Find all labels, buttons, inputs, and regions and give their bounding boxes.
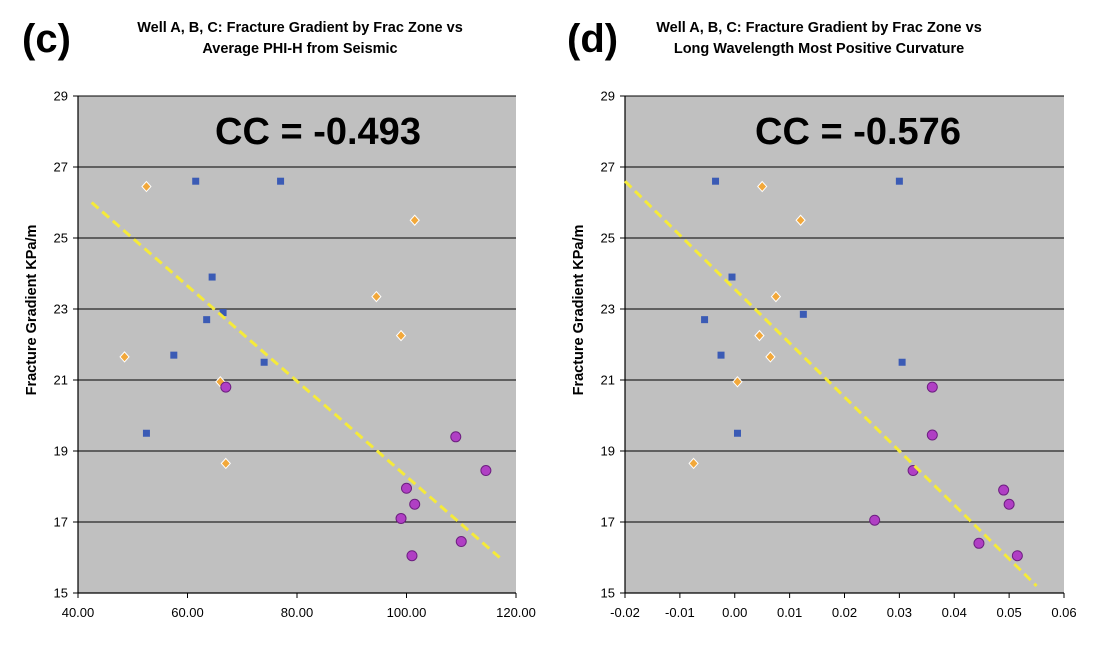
- x-tick-label: 40.00: [62, 605, 95, 620]
- plot-area-d: 15 17 19 21 23 25 27 29 -0.02 -0.01 0.00 0.01 0.02 0.…: [601, 89, 1077, 621]
- y-tick-label: 15: [54, 586, 68, 601]
- y-tick-label: 17: [54, 515, 68, 530]
- data-point-square: [192, 177, 200, 185]
- y-tick-label: 21: [601, 373, 615, 388]
- y-tick-label: 19: [54, 444, 68, 459]
- y-tick-label: 25: [601, 231, 615, 246]
- data-point-square: [170, 351, 178, 359]
- y-tick-label: 15: [601, 586, 615, 601]
- data-point-diamond: [795, 214, 806, 226]
- data-point-circle: [926, 429, 938, 441]
- data-point-circle: [395, 512, 407, 524]
- data-point-square: [712, 177, 720, 185]
- y-tick-label: 27: [54, 160, 68, 175]
- chart-title-d-line1: Well A, B, C: Fracture Gradient by Frac …: [656, 20, 982, 36]
- data-point-circle: [450, 431, 462, 443]
- data-point-circle: [480, 465, 492, 477]
- plot-background: [625, 96, 1064, 593]
- y-tick-label: 21: [54, 373, 68, 388]
- trendline: [90, 201, 501, 559]
- data-point-circle: [220, 381, 232, 393]
- plot-area-c: 15 17 19 21 23 25 27 29 40.00 60.00 80.00 100.00 120…: [54, 89, 536, 621]
- data-point-circle: [1003, 498, 1015, 510]
- data-point-diamond: [688, 457, 699, 470]
- data-point-circle: [926, 381, 938, 393]
- x-tick-label: 0.03: [887, 605, 912, 620]
- data-point-square: [898, 358, 906, 366]
- data-point-circle: [869, 514, 881, 526]
- data-point-circle: [1011, 550, 1023, 562]
- data-point-diamond: [409, 214, 420, 226]
- data-point-square: [208, 273, 216, 281]
- x-tick-label: 60.00: [171, 605, 204, 620]
- data-point-square: [799, 310, 807, 318]
- y-tick-label: 27: [601, 160, 615, 175]
- data-point-square: [142, 429, 150, 437]
- data-point-square: [260, 358, 268, 366]
- x-tick-label: -0.01: [665, 605, 695, 620]
- plot-background: [78, 96, 516, 593]
- y-tick-label: 19: [601, 444, 615, 459]
- data-point-diamond: [371, 290, 382, 303]
- x-tick-label: 0.06: [1051, 605, 1076, 620]
- data-point-diamond: [757, 180, 768, 193]
- y-axis-label-c: Fracture Gradient KPa/m: [24, 225, 40, 396]
- panel-label-c: (c): [22, 17, 71, 61]
- x-tick-label: 0.04: [942, 605, 967, 620]
- data-point-diamond: [765, 351, 776, 363]
- data-point-circle: [401, 482, 412, 494]
- data-point-circle: [455, 536, 467, 548]
- y-tick-label: 29: [601, 89, 615, 104]
- data-point-diamond: [732, 376, 743, 388]
- data-point-diamond: [770, 290, 782, 303]
- y-axis-label-d: Fracture Gradient KPa/m: [571, 225, 587, 396]
- data-point-circle: [409, 498, 421, 510]
- data-point-square: [219, 309, 227, 317]
- data-point-square: [728, 273, 736, 281]
- data-point-square: [701, 316, 709, 324]
- y-tick-label: 23: [601, 302, 615, 317]
- data-point-square: [895, 177, 903, 185]
- data-point-diamond: [754, 329, 765, 342]
- data-point-diamond: [395, 329, 407, 342]
- data-point-square: [733, 429, 741, 437]
- chart-title-c-line1: Well A, B, C: Fracture Gradient by Frac …: [137, 20, 463, 36]
- x-tick-label: 0.05: [996, 605, 1021, 620]
- x-tick-label: 100.00: [387, 605, 427, 620]
- data-point-diamond: [220, 457, 231, 470]
- data-point-square: [277, 177, 285, 185]
- correlation-annotation: CC = -0.576: [755, 111, 961, 153]
- chart-title-d-line2: Long Wavelength Most Positive Curvature: [674, 41, 964, 57]
- x-tick-label: 80.00: [281, 605, 314, 620]
- y-tick-label: 25: [54, 231, 68, 246]
- x-tick-label: 0.00: [722, 605, 747, 620]
- panel-label-d: (d): [567, 17, 618, 61]
- trendline: [623, 180, 1038, 587]
- data-point-square: [717, 351, 725, 359]
- data-point-circle: [406, 550, 418, 562]
- y-tick-label: 29: [54, 89, 68, 104]
- y-tick-label: 23: [54, 302, 68, 317]
- chart-title-c-line2: Average PHI-H from Seismic: [202, 41, 397, 57]
- correlation-annotation: CC = -0.493: [215, 111, 421, 153]
- data-point-diamond: [141, 180, 152, 193]
- data-point-diamond: [119, 351, 130, 363]
- y-tick-label: 17: [601, 515, 615, 530]
- x-tick-label: 0.01: [777, 605, 802, 620]
- data-point-square: [203, 316, 211, 324]
- data-point-circle: [973, 537, 985, 549]
- x-tick-label: 0.02: [832, 605, 857, 620]
- x-tick-label: 120.00: [496, 605, 536, 620]
- data-point-circle: [998, 484, 1010, 496]
- x-tick-label: -0.02: [610, 605, 640, 620]
